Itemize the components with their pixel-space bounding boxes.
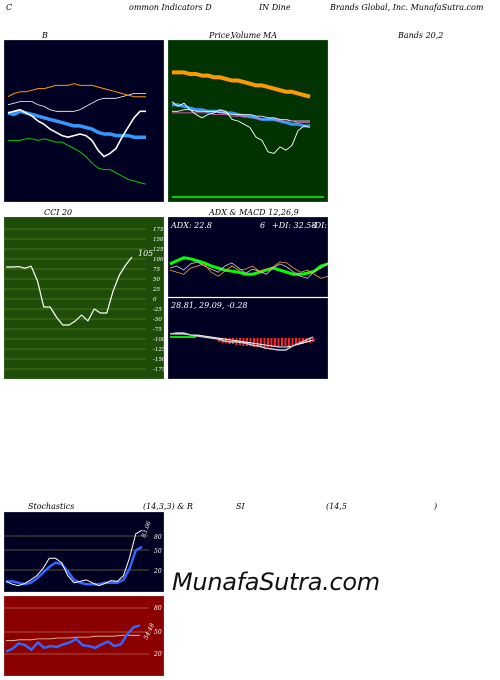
bb-series-4 <box>7 83 146 98</box>
rsi-tick-50: 50 <box>154 629 162 636</box>
bollinger-title: B <box>42 31 48 40</box>
cci-tick-label: -25 <box>153 307 162 313</box>
cci-tick-label: -175 <box>153 367 164 373</box>
cci-tick-label: 75 <box>153 267 160 273</box>
stoch-tick-50: 50 <box>154 548 162 555</box>
rsi-tick-80: 80 <box>154 605 162 612</box>
adx-macd-title: ADX & MACD 12,26,9 <box>209 208 299 217</box>
cci-panel: 175 150 125 100 75 50 25 0 -25 -50 -75 -100 -125 -150… <box>4 217 164 379</box>
macd-histogram-bar <box>291 338 294 345</box>
bb-series-3 <box>7 93 146 112</box>
cci-series <box>6 256 133 326</box>
price-ma-title-a: Price, <box>209 31 233 40</box>
cci-tick-label: -50 <box>153 317 162 323</box>
macd-histogram-bar <box>256 338 259 347</box>
stoch-title-e: ) <box>434 502 438 511</box>
macd-histogram-pos <box>170 336 196 338</box>
macd-histogram-bar <box>281 338 283 346</box>
stochastics-panel: 80 50 20 83.06 <box>4 512 164 592</box>
bb-series-2 <box>7 108 146 158</box>
macd-panel: 28.81, 29.09, -0.28 <box>168 298 328 379</box>
macd-histogram-bar <box>267 338 269 347</box>
adx-series-0 <box>169 256 328 276</box>
stoch-title-c: SI <box>236 502 245 511</box>
cci-tick-label: 125 <box>153 247 164 253</box>
macd-histogram-bar <box>312 338 315 342</box>
stoch-title-d: (14,5 <box>326 502 347 511</box>
macd-histogram-bar <box>298 338 301 344</box>
macd-histogram-bar <box>274 338 276 347</box>
macd-values: 28.81, 29.09, -0.28 <box>170 301 248 310</box>
stoch-title-a: Stochastics <box>28 502 75 511</box>
adx-six: 6 <box>260 221 265 230</box>
cci-tick-label: -75 <box>153 327 162 333</box>
ma-series-3 <box>172 112 310 123</box>
ma-series-4 <box>171 101 311 154</box>
header-part-4: Brands Global, Inc. MunafaSutra.com <box>330 3 484 12</box>
stoch-k-line <box>5 529 143 587</box>
macd-histogram-bar <box>249 338 252 346</box>
macd-histogram-bar <box>284 338 287 346</box>
macd-histogram-bar <box>232 338 234 344</box>
macd-histogram-bar <box>288 338 290 346</box>
rsi-tick-20: 20 <box>153 651 162 658</box>
macd-histogram-bar <box>263 338 266 347</box>
adx-panel: ADX: 22.8 6 +DI: 32.58 -DI: 20.45 <box>168 217 328 297</box>
bb-series-0 <box>8 138 147 185</box>
price-ma-title-c: MA <box>263 31 277 40</box>
bands-title: Bands 20,2 <box>398 31 444 40</box>
rsi-panel: 80 50 20 54.48 <box>4 596 164 676</box>
cci-tick-label: -100 <box>153 337 164 343</box>
cci-tick-label: 175 <box>153 227 164 233</box>
cci-title: CCI 20 <box>44 208 73 217</box>
stoch-title-b: (14,3,3) & R <box>143 502 193 511</box>
rsi-line <box>5 624 141 653</box>
cci-tick-label: 0 <box>153 297 157 303</box>
price-ma-title-b: Volume <box>231 31 261 40</box>
stoch-tick-20: 20 <box>153 568 162 575</box>
cci-tick-label: -150 <box>153 357 164 363</box>
macd-histogram-bar <box>277 338 280 347</box>
cci-current-label: 105 <box>138 249 153 258</box>
plus-di-value: +DI: 32.58 <box>272 221 316 230</box>
macd-histogram-bar <box>253 338 255 347</box>
header-part-3: IN Dine <box>259 3 291 12</box>
header-part-1: C <box>6 3 13 12</box>
cci-tick-label: 25 <box>152 287 160 293</box>
cci-tick-label: -125 <box>153 347 164 353</box>
rsi-ma-line <box>6 634 140 642</box>
minus-di-value: -DI: 20.45 <box>312 221 328 230</box>
adx-value: ADX: 22.8 <box>170 221 212 230</box>
adx-series-2 <box>169 261 328 279</box>
header-part-2: ommon Indicators D <box>129 3 212 12</box>
macd-signal <box>169 332 314 351</box>
price-ma-panel <box>168 40 328 202</box>
cci-tick-label: 50 <box>153 277 160 283</box>
macd-histogram-bar <box>295 338 297 345</box>
ma-series-2 <box>172 109 310 122</box>
ma-series-0 <box>172 70 311 99</box>
cci-tick-label: 100 <box>153 257 164 263</box>
cci-tick-label: 150 <box>153 237 164 243</box>
stoch-d-line <box>6 545 143 586</box>
bollinger-panel <box>4 40 164 202</box>
stoch-tick-80: 80 <box>154 534 162 541</box>
macd-histogram-bar <box>270 338 273 347</box>
ma-series-1 <box>172 103 310 128</box>
adx-series-1 <box>169 261 328 279</box>
volume-strip <box>172 196 324 198</box>
munafasutra-watermark: MunafaSutra.com <box>172 568 380 596</box>
macd-histogram-bar <box>260 338 262 347</box>
